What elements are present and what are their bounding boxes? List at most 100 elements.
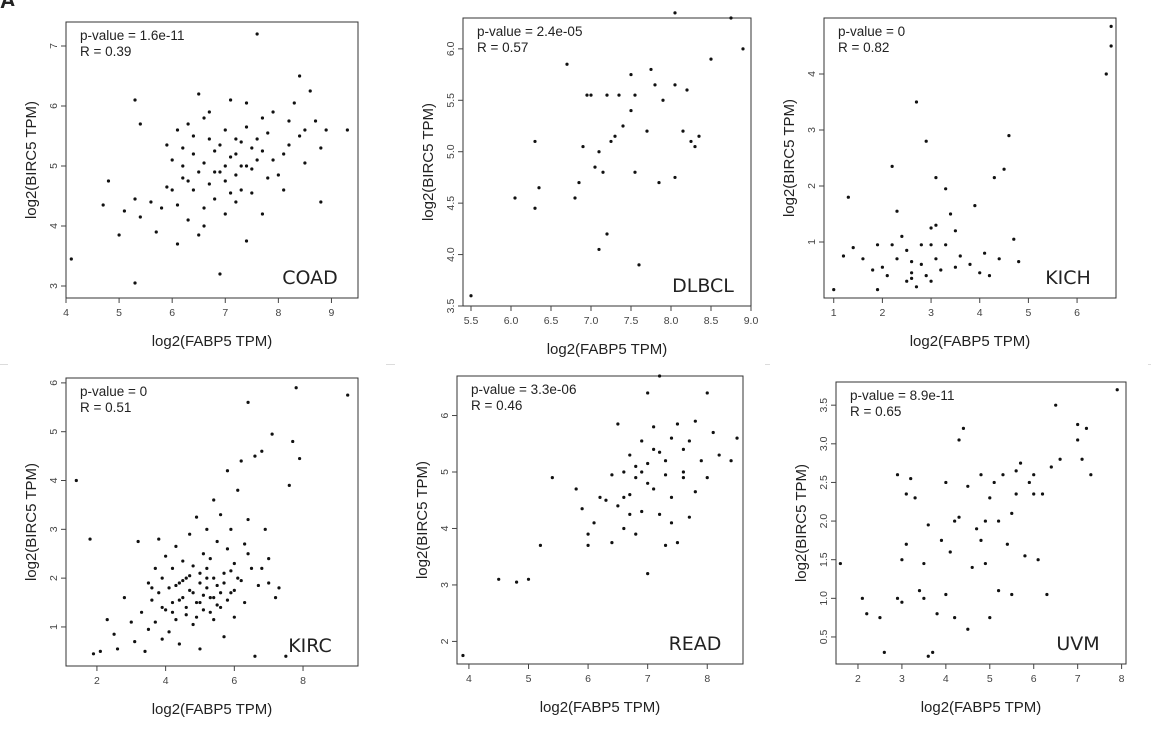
- data-point: [232, 561, 236, 566]
- r-value-annotation: R = 0.82: [838, 40, 889, 55]
- scatter-panel-kirc: 2 4 6 8 1 2 3 4 5 6 log2(FABP5 TPM) log2(BIRC5 TPM)…: [8, 368, 386, 728]
- data-point: [681, 447, 686, 452]
- data-point: [586, 532, 590, 536]
- data-point: [260, 566, 264, 570]
- x-tick-label: 7.0: [584, 315, 599, 327]
- data-point: [652, 425, 656, 429]
- data-point: [205, 576, 209, 580]
- data-point: [900, 234, 904, 238]
- cancer-type-label: READ: [669, 633, 722, 655]
- x-tick-label: 2: [94, 675, 100, 687]
- data-point: [184, 605, 188, 610]
- data-point: [996, 519, 1001, 523]
- data-point: [205, 566, 209, 570]
- data-point: [1104, 72, 1108, 76]
- data-point: [105, 618, 109, 622]
- data-point: [165, 185, 169, 189]
- data-point: [979, 538, 983, 542]
- data-point: [212, 596, 216, 600]
- data-point: [223, 212, 227, 216]
- data-point: [202, 206, 206, 210]
- data-points: [74, 386, 350, 658]
- r-value-annotation: R = 0.65: [850, 404, 901, 419]
- data-point: [885, 274, 889, 278]
- data-point: [181, 176, 185, 180]
- data-point: [909, 476, 913, 481]
- data-point: [661, 98, 665, 102]
- data-point: [175, 203, 180, 207]
- data-point: [741, 47, 745, 51]
- data-point: [953, 265, 957, 269]
- data-point: [640, 509, 644, 514]
- y-tick-label: 1.5: [818, 552, 830, 567]
- plot-frame: [835, 381, 1127, 665]
- data-point: [948, 550, 952, 554]
- data-point: [270, 432, 274, 436]
- data-point: [197, 170, 201, 174]
- data-point: [1018, 461, 1023, 465]
- data-point: [91, 652, 96, 656]
- x-tick-label: 6: [1031, 673, 1037, 685]
- data-point: [188, 588, 192, 592]
- data-point: [250, 191, 254, 195]
- p-value-annotation: p-value = 3.3e-06: [471, 382, 576, 397]
- data-point: [1054, 403, 1058, 407]
- data-point: [175, 242, 180, 246]
- data-point: [271, 110, 275, 114]
- data-point: [291, 439, 295, 444]
- data-point: [685, 88, 689, 92]
- data-point: [294, 386, 298, 390]
- y-tick-label: 3.0: [818, 436, 830, 451]
- x-tick-label: 4: [63, 307, 69, 319]
- data-point: [910, 260, 914, 264]
- y-tick-label: 4: [48, 223, 60, 229]
- data-point: [934, 257, 938, 261]
- data-point: [225, 469, 230, 473]
- data-point: [914, 285, 919, 289]
- data-point: [861, 257, 865, 261]
- data-point: [1049, 465, 1053, 469]
- r-value-annotation: R = 0.46: [471, 398, 522, 413]
- data-point: [895, 596, 900, 600]
- data-point: [229, 591, 233, 595]
- data-point: [236, 488, 240, 492]
- data-point: [213, 149, 217, 153]
- scatter-panel-kich: 1 2 3 4 5 6 1 2 3 4 log2(FABP5 TPM) log2(BIRC5 TPM)…: [770, 6, 1148, 366]
- data-point: [851, 246, 855, 250]
- data-point: [186, 179, 190, 183]
- x-tick-label: 8: [704, 673, 710, 685]
- data-point: [513, 196, 517, 200]
- data-point: [319, 146, 323, 150]
- data-point: [966, 627, 970, 631]
- data-point: [143, 649, 147, 653]
- data-point: [207, 137, 211, 141]
- y-axis-title: log2(BIRC5 TPM): [23, 463, 40, 581]
- data-point: [157, 537, 161, 541]
- data-point: [944, 592, 948, 597]
- data-point: [255, 137, 259, 141]
- data-point: [205, 527, 209, 531]
- scatter-chart: 4 5 6 7 8 2 3 4 5 6 log2(FABP5 TPM) log2(BIRC5 TPM)…: [414, 374, 744, 716]
- p-value-annotation: p-value = 0: [838, 24, 905, 39]
- data-point: [838, 561, 842, 566]
- y-tick-label: 5.0: [445, 144, 457, 159]
- x-axis-title: log2(FABP5 TPM): [921, 699, 1042, 716]
- data-point: [69, 257, 73, 261]
- data-point: [657, 450, 662, 454]
- data-point: [693, 144, 697, 149]
- data-point: [308, 89, 312, 93]
- data-point: [1109, 44, 1113, 48]
- data-point: [628, 453, 632, 457]
- data-point: [208, 610, 212, 614]
- data-point: [616, 422, 620, 426]
- data-point: [597, 150, 601, 154]
- data-point: [101, 203, 105, 207]
- data-point: [246, 517, 250, 522]
- data-point: [669, 436, 674, 440]
- data-point: [699, 459, 703, 463]
- data-point: [975, 527, 979, 531]
- y-tick-label: 2: [806, 183, 818, 189]
- data-point: [112, 632, 116, 636]
- data-point: [167, 630, 171, 634]
- data-point: [944, 243, 948, 247]
